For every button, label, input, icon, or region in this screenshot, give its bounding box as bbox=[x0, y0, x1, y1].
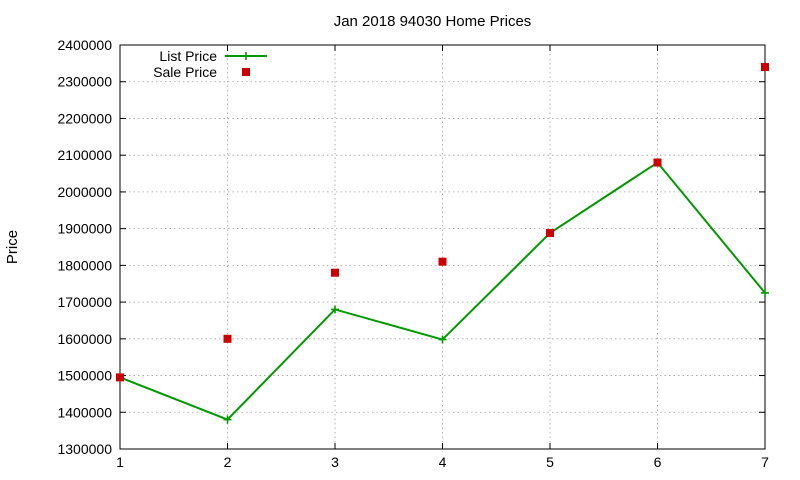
x-tick-label: 2 bbox=[224, 454, 232, 470]
list-price-line bbox=[119, 161, 766, 421]
list-price-point bbox=[331, 305, 339, 314]
legend-label-list-price: List Price bbox=[159, 48, 217, 64]
list-price-point bbox=[223, 415, 232, 424]
legend-label-sale-price: Sale Price bbox=[153, 64, 217, 80]
x-tick-label: 7 bbox=[761, 454, 769, 470]
y-tick-label: 1700000 bbox=[57, 294, 112, 310]
y-tick-label: 2400000 bbox=[57, 37, 112, 53]
list-price-point bbox=[438, 335, 447, 344]
sale-price-point bbox=[653, 158, 662, 167]
grid-layer bbox=[120, 45, 765, 449]
sale-price-point bbox=[116, 373, 124, 382]
sale-price-point bbox=[438, 257, 447, 266]
y-tick-label: 1400000 bbox=[57, 404, 112, 420]
y-tick-label: 2200000 bbox=[57, 110, 112, 126]
list-price-point bbox=[761, 288, 769, 297]
series-sale-price bbox=[116, 63, 769, 382]
y-tick-label: 2300000 bbox=[57, 74, 112, 90]
y-tick-label: 2100000 bbox=[57, 147, 112, 163]
tick-layer: 1300000 1400000 1500000 1600000 1700000 18000… bbox=[57, 37, 769, 470]
y-tick-label: 1500000 bbox=[57, 368, 112, 384]
chart-title: Jan 2018 94030 Home Prices bbox=[334, 13, 532, 30]
legend-marker-list-price bbox=[242, 52, 250, 60]
y-tick-label: 1900000 bbox=[57, 221, 112, 237]
sale-price-point bbox=[761, 63, 769, 72]
y-tick-label: 1800000 bbox=[57, 257, 112, 273]
x-tick-label: 1 bbox=[116, 454, 124, 470]
x-tick-label: 5 bbox=[546, 454, 554, 470]
sale-price-point bbox=[546, 229, 554, 238]
sale-price-point bbox=[223, 334, 232, 343]
x-tick-label: 3 bbox=[331, 454, 339, 470]
legend-marker-sale-price bbox=[242, 68, 250, 76]
y-tick-label: 2000000 bbox=[57, 184, 112, 200]
y-axis-label: Price bbox=[4, 230, 21, 264]
x-tick-label: 4 bbox=[439, 454, 447, 470]
series-layer bbox=[116, 63, 769, 424]
x-tick-label: 6 bbox=[654, 454, 662, 470]
y-tick-label: 1600000 bbox=[57, 331, 112, 347]
y-tick-label: 1300000 bbox=[57, 441, 112, 457]
sale-price-point bbox=[331, 268, 339, 277]
